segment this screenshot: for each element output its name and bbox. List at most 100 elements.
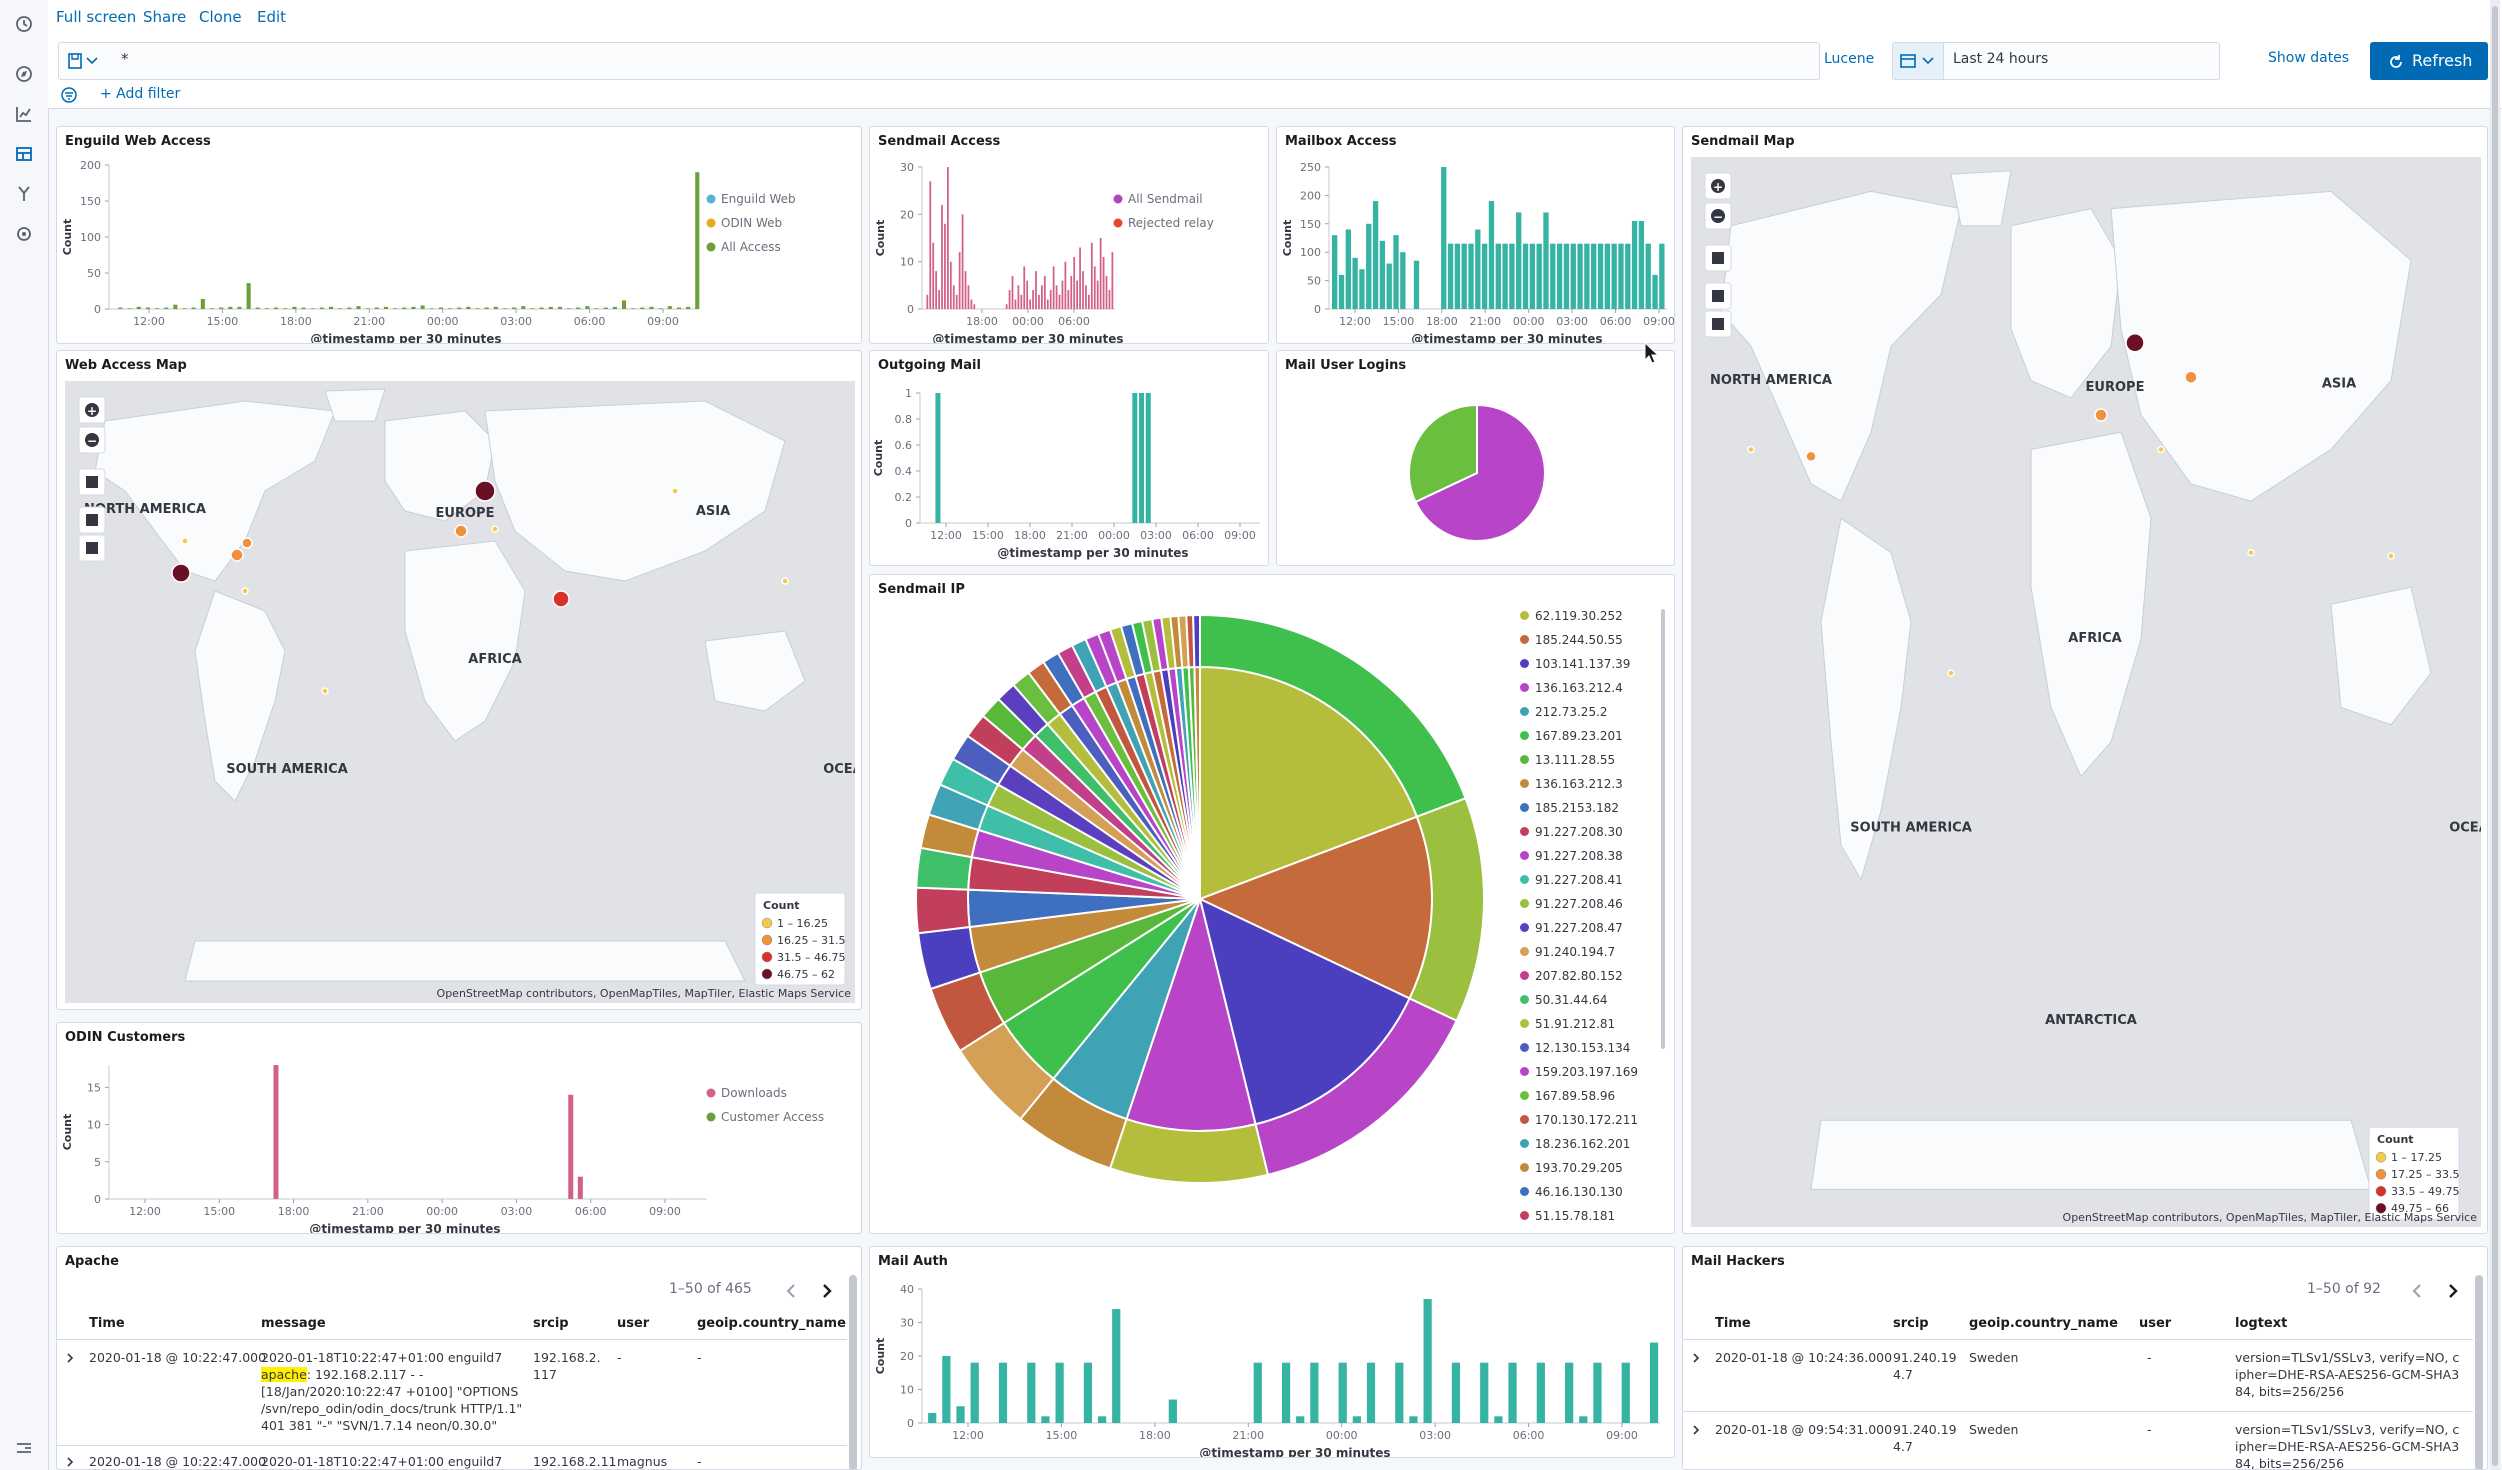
filter-options-icon[interactable] [60, 86, 78, 104]
legend-item[interactable]: 185.2153.182 [1520, 801, 1619, 815]
bar [237, 306, 242, 309]
legend-item[interactable]: 51.15.78.181 [1520, 1209, 1615, 1223]
page-scrollbar[interactable] [2490, 0, 2500, 1470]
query-input[interactable]: * [121, 50, 129, 68]
legend-item[interactable]: 91.227.208.38 [1520, 849, 1623, 863]
dashboard-icon[interactable] [12, 142, 36, 166]
panel-sendmail-ip: Sendmail IP 62.119.30.252 185.244.50.55 10… [869, 574, 1675, 1234]
col-message[interactable]: message [261, 1316, 326, 1331]
refresh-button[interactable]: Refresh [2370, 42, 2488, 80]
bar [219, 307, 224, 309]
map-legend-title: Count [2377, 1133, 2414, 1146]
bar [695, 172, 700, 309]
bar [1102, 256, 1105, 309]
page-scrollbar-thumb[interactable] [2492, 6, 2498, 1466]
collapse-nav-icon[interactable] [12, 1436, 36, 1460]
show-dates-link[interactable]: Show dates [2268, 50, 2350, 66]
table-scrollbar[interactable] [849, 1275, 857, 1469]
legend-label: 50.31.44.64 [1535, 993, 1608, 1007]
expand-row-icon[interactable] [1689, 1423, 1703, 1437]
legend-item[interactable]: 12.130.153.134 [1520, 1041, 1630, 1055]
expand-row-icon[interactable] [63, 1351, 77, 1365]
legend-item[interactable]: 91.227.208.41 [1520, 873, 1623, 887]
apache-pager: 1–50 of 465 [669, 1281, 752, 1297]
legend-item[interactable]: 50.31.44.64 [1520, 993, 1608, 1007]
legend-item[interactable]: 136.163.212.4 [1520, 681, 1623, 695]
legend-item[interactable]: 212.73.25.2 [1520, 705, 1608, 719]
legend-dot [1520, 1163, 1529, 1172]
highlight: apach [261, 1367, 300, 1382]
expand-row-icon[interactable] [1689, 1351, 1703, 1365]
col-country[interactable]: geoip.country_name [1969, 1316, 2118, 1331]
col-srcip[interactable]: srcip [1893, 1316, 1929, 1331]
legend-item[interactable]: 136.163.212.3 [1520, 777, 1623, 791]
visualize-icon[interactable] [12, 102, 36, 126]
clock-icon[interactable] [12, 12, 36, 36]
next-page-icon[interactable] [2441, 1279, 2465, 1303]
legend-item[interactable]: 91.240.194.7 [1520, 945, 1615, 959]
query-input-wrap: * Lucene [58, 42, 1874, 80]
bar [1409, 1416, 1418, 1423]
legend-item[interactable]: 103.141.137.39 [1520, 657, 1630, 671]
add-filter-link[interactable]: + Add filter [100, 86, 181, 102]
bar [1139, 393, 1145, 523]
legend-scrollbar[interactable] [1661, 609, 1665, 1049]
expand-row-icon[interactable] [63, 1455, 77, 1469]
saved-query-icon[interactable] [67, 51, 101, 71]
time-range-label[interactable]: Last 24 hours [1953, 51, 2049, 67]
col-time[interactable]: Time [89, 1316, 125, 1331]
prev-page-icon[interactable] [2405, 1279, 2429, 1303]
bar [347, 307, 352, 309]
col-logtext[interactable]: logtext [2235, 1316, 2288, 1331]
bar [447, 308, 453, 309]
x-tick-label: 00:00 [1012, 315, 1044, 328]
edit-link[interactable]: Edit [257, 8, 287, 26]
legend-item[interactable]: 170.130.172.211 [1520, 1113, 1638, 1127]
legend-label: 167.89.23.201 [1535, 729, 1623, 743]
x-tick-label: 12:00 [930, 529, 962, 542]
legend-item[interactable]: 91.227.208.30 [1520, 825, 1623, 839]
land-shape [484, 400, 786, 582]
legend-dot [1113, 194, 1123, 204]
query-language-button[interactable]: Lucene [1824, 51, 1875, 67]
bar [1108, 290, 1111, 309]
legend-item[interactable]: 13.111.28.55 [1520, 753, 1615, 767]
col-srcip[interactable]: srcip [533, 1316, 569, 1331]
land-shape [704, 630, 806, 712]
legend-item[interactable]: 193.70.29.205 [1520, 1161, 1623, 1175]
clone-link[interactable]: Clone [199, 8, 242, 26]
bar [228, 306, 233, 309]
prev-page-icon[interactable] [779, 1279, 803, 1303]
legend-item[interactable]: 167.89.58.96 [1520, 1089, 1615, 1103]
legend-item[interactable]: 18.236.162.201 [1520, 1137, 1630, 1151]
sendmail-map[interactable]: NORTH AMERICA EUROPE ASIA AFRICA SOUTH AMERI… [1691, 157, 2481, 1227]
legend-item[interactable]: 91.227.208.46 [1520, 897, 1623, 911]
apache-row-message: 2020-01-18T10:22:47+01:00 enguild7 apach… [261, 1349, 523, 1434]
map-point [2157, 445, 2165, 454]
share-link[interactable]: Share [143, 8, 187, 26]
col-time[interactable]: Time [1715, 1316, 1751, 1331]
full-screen-link[interactable]: Full screen [56, 8, 137, 26]
discover-icon[interactable] [12, 62, 36, 86]
legend-item[interactable]: 91.227.208.47 [1520, 921, 1623, 935]
table-scrollbar[interactable] [2475, 1275, 2483, 1469]
legend-label: All Sendmail [1128, 192, 1203, 206]
web-access-map[interactable]: NORTH AMERICA EUROPE ASIA AFRICA SOUTH AMERI… [65, 381, 855, 1003]
legend-item[interactable]: 62.119.30.252 [1520, 609, 1623, 623]
col-country[interactable]: geoip.country_name [697, 1316, 846, 1331]
dev-tools-icon[interactable] [12, 182, 36, 206]
next-page-icon[interactable] [815, 1279, 839, 1303]
hackers-row-logtext: version=TLSv1/SSLv3, verify=NO, cipher=D… [2235, 1350, 2460, 1399]
quick-menu-button[interactable] [1893, 43, 1944, 79]
legend-dot [1520, 1139, 1529, 1148]
legend-item[interactable]: 159.203.197.169 [1520, 1065, 1638, 1079]
gear-icon[interactable] [12, 222, 36, 246]
legend-item[interactable]: 167.89.23.201 [1520, 729, 1623, 743]
col-user[interactable]: user [617, 1316, 650, 1331]
col-user[interactable]: user [2139, 1316, 2172, 1331]
legend-item[interactable]: 46.16.130.130 [1520, 1185, 1623, 1199]
bar [393, 308, 398, 309]
legend-item[interactable]: 51.91.212.81 [1520, 1017, 1615, 1031]
legend-item[interactable]: 185.244.50.55 [1520, 633, 1623, 647]
legend-item[interactable]: 207.82.80.152 [1520, 969, 1623, 983]
